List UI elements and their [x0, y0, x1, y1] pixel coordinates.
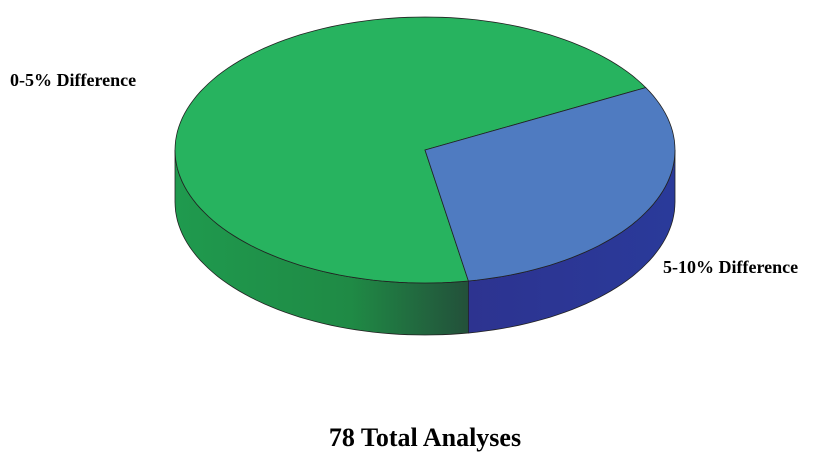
pie-tops [174, 16, 676, 284]
slice [174, 16, 647, 284]
slice [424, 87, 676, 282]
slice-label: 0-5% Difference [10, 70, 136, 90]
chart-title: 78 Total Analyses [329, 423, 521, 452]
slice-label: 5-10% Difference [663, 257, 798, 277]
